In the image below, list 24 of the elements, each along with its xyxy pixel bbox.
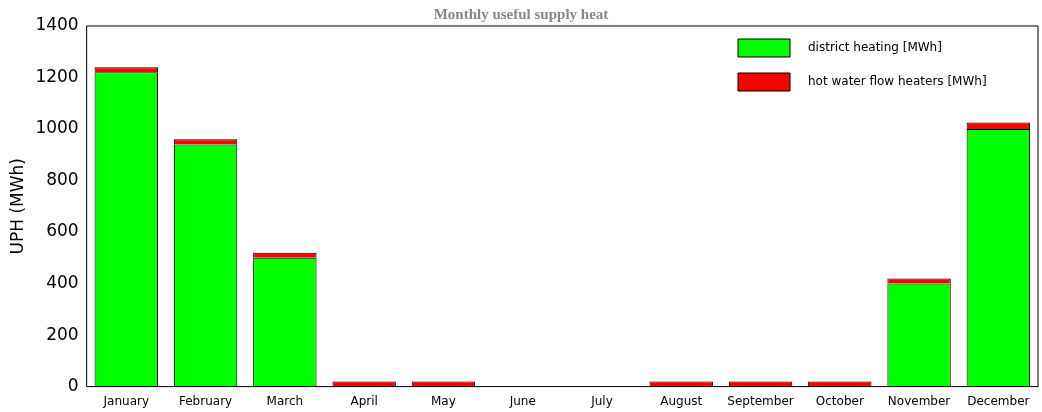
y-tick-label: 1000 <box>35 117 79 138</box>
x-tick-label: April <box>350 393 378 408</box>
chart-title: Monthly useful supply heat <box>433 6 609 22</box>
y-tick-label: 1200 <box>35 65 79 86</box>
y-tick-label: 0 <box>67 375 79 396</box>
legend-label: hot water flow heaters [MWh] <box>808 74 987 89</box>
y-tick-label: 1400 <box>35 14 79 35</box>
y-tick-label: 400 <box>46 271 79 292</box>
x-tick-label: June <box>508 393 536 408</box>
legend-label: district heating [MWh] <box>808 40 942 55</box>
x-tick-label: February <box>178 393 233 408</box>
x-tick-label: March <box>266 393 304 408</box>
x-tick-label: July <box>590 393 613 408</box>
x-tick-label: August <box>660 393 703 408</box>
x-tick-label: December <box>967 393 1030 408</box>
x-tick-label: January <box>102 393 150 408</box>
x-tick-label: September <box>727 393 794 408</box>
x-tick-label: October <box>815 393 864 408</box>
y-tick-label: 800 <box>46 168 79 189</box>
y-tick-label: 600 <box>46 220 79 241</box>
y-tick-label: 200 <box>46 323 79 344</box>
x-tick-label: November <box>887 393 951 408</box>
x-tick-label: May <box>431 393 456 408</box>
y-axis-title: UPH (MWh) <box>6 158 27 255</box>
